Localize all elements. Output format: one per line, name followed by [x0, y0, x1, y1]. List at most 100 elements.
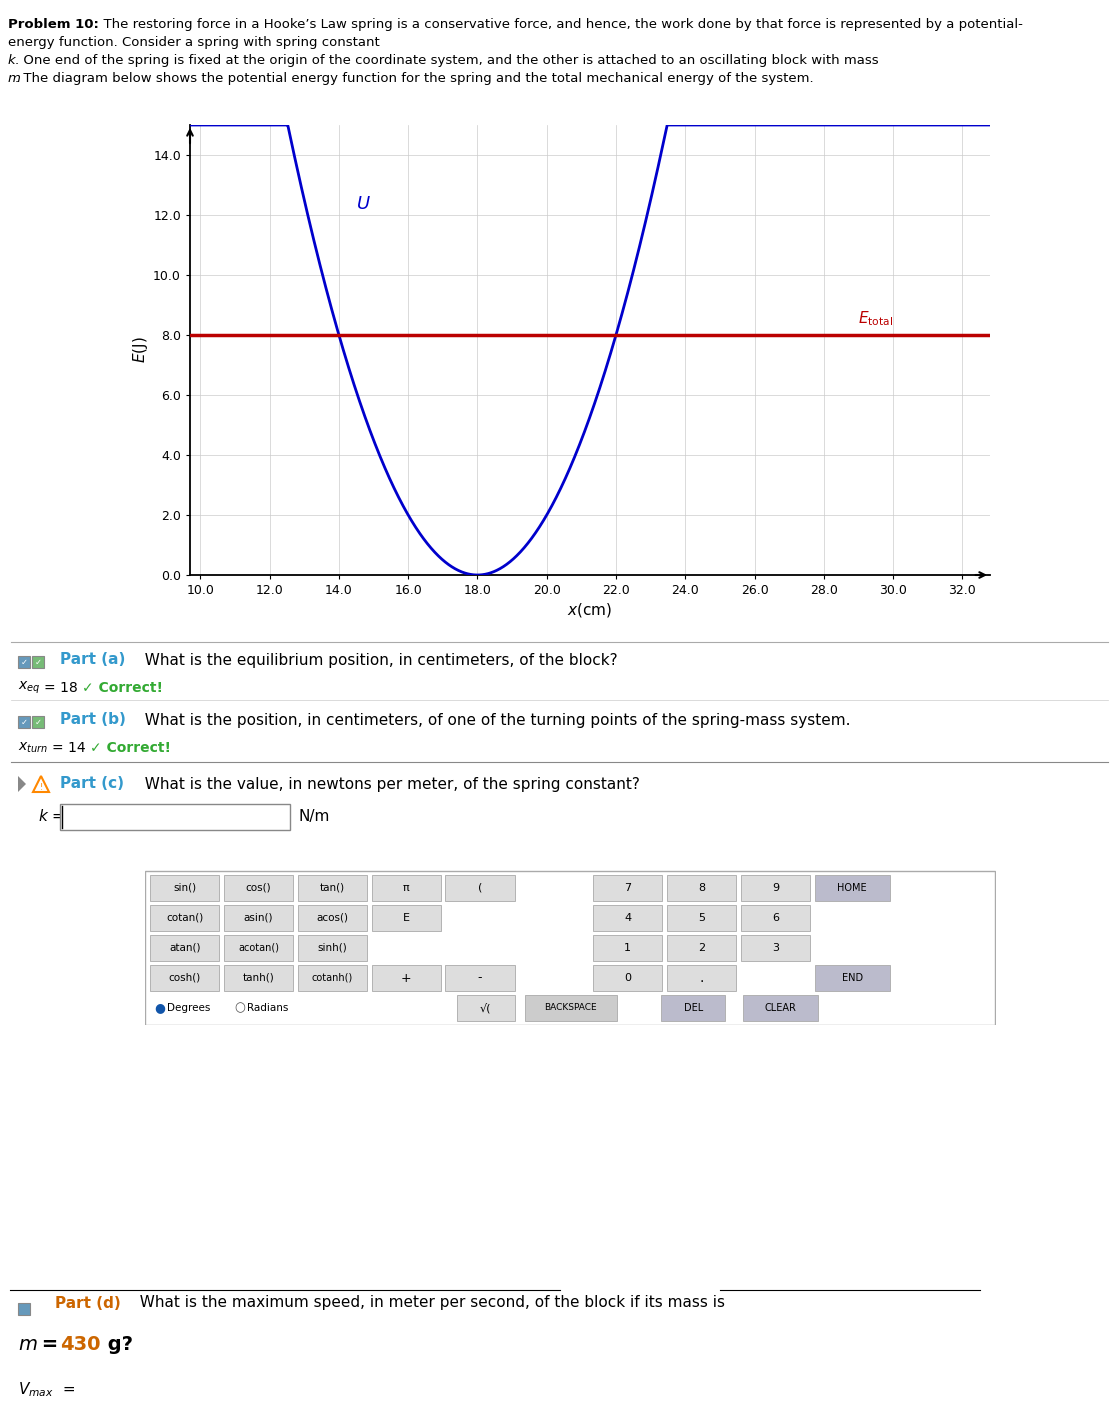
Text: $x_{turn}$: $x_{turn}$: [18, 740, 48, 755]
Text: sinh(): sinh(): [318, 943, 347, 953]
Text: $m$: $m$: [18, 1336, 38, 1354]
Text: 5: 5: [698, 913, 705, 923]
Text: 2: 2: [698, 943, 705, 953]
Text: ✓ Correct!: ✓ Correct!: [90, 740, 171, 755]
Text: = 14: = 14: [51, 740, 86, 755]
Text: ✓: ✓: [35, 658, 41, 666]
FancyBboxPatch shape: [18, 656, 30, 668]
Text: 7: 7: [624, 883, 631, 893]
Text: The restoring force in a Hooke’s Law spring is a conservative force, and hence, : The restoring force in a Hooke’s Law spr…: [95, 19, 1023, 31]
FancyBboxPatch shape: [224, 965, 293, 991]
Text: sin(): sin(): [173, 883, 196, 893]
FancyBboxPatch shape: [667, 965, 736, 991]
Text: What is the value, in newtons per meter, of the spring constant?: What is the value, in newtons per meter,…: [135, 776, 640, 792]
FancyBboxPatch shape: [525, 995, 617, 1021]
Text: $x_{eq}$: $x_{eq}$: [18, 679, 40, 696]
Text: CLEAR: CLEAR: [764, 1002, 797, 1012]
FancyBboxPatch shape: [661, 995, 725, 1021]
FancyBboxPatch shape: [150, 936, 219, 961]
FancyBboxPatch shape: [372, 906, 441, 931]
Text: END: END: [841, 973, 863, 983]
Text: cos(): cos(): [246, 883, 271, 893]
FancyBboxPatch shape: [298, 936, 367, 961]
Text: ✓: ✓: [20, 658, 28, 666]
FancyBboxPatch shape: [667, 874, 736, 901]
Text: $U$: $U$: [356, 195, 372, 214]
Text: π: π: [403, 883, 410, 893]
Text: +: +: [401, 971, 412, 984]
Text: ●: ●: [154, 1001, 166, 1014]
Text: $V_{max}$: $V_{max}$: [18, 1381, 54, 1400]
FancyBboxPatch shape: [445, 965, 515, 991]
Text: !: !: [39, 783, 43, 793]
Text: 0: 0: [624, 973, 631, 983]
FancyBboxPatch shape: [298, 874, 367, 901]
Y-axis label: $E$(J): $E$(J): [131, 336, 150, 363]
Text: =: =: [35, 1336, 65, 1354]
Text: Radians: Radians: [247, 1002, 289, 1012]
FancyBboxPatch shape: [815, 874, 890, 901]
Text: Part (a): Part (a): [60, 652, 125, 668]
X-axis label: $x$(cm): $x$(cm): [567, 601, 612, 619]
FancyBboxPatch shape: [741, 906, 810, 931]
FancyBboxPatch shape: [372, 965, 441, 991]
Text: acos(): acos(): [317, 913, 348, 923]
Text: $k$ =: $k$ =: [38, 807, 65, 824]
FancyBboxPatch shape: [224, 874, 293, 901]
Text: (: (: [478, 883, 482, 893]
Text: ✓: ✓: [35, 718, 41, 726]
Text: tanh(): tanh(): [243, 973, 274, 983]
Text: What is the equilibrium position, in centimeters, of the block?: What is the equilibrium position, in cen…: [135, 652, 618, 668]
Text: Part (c): Part (c): [60, 776, 124, 792]
Text: E: E: [403, 913, 410, 923]
FancyBboxPatch shape: [593, 936, 662, 961]
FancyBboxPatch shape: [298, 906, 367, 931]
FancyBboxPatch shape: [457, 995, 515, 1021]
Text: cotanh(): cotanh(): [312, 973, 352, 983]
FancyBboxPatch shape: [593, 906, 662, 931]
Text: 430: 430: [60, 1336, 101, 1354]
FancyBboxPatch shape: [224, 936, 293, 961]
Text: $E_\mathrm{total}$: $E_\mathrm{total}$: [858, 309, 893, 328]
Text: What is the position, in centimeters, of one of the turning points of the spring: What is the position, in centimeters, of…: [135, 712, 850, 728]
FancyBboxPatch shape: [593, 965, 662, 991]
Text: cotan(): cotan(): [166, 913, 204, 923]
Text: cosh(): cosh(): [169, 973, 200, 983]
Text: . One end of the spring is fixed at the origin of the coordinate system, and the: . One end of the spring is fixed at the …: [15, 54, 878, 67]
FancyBboxPatch shape: [741, 874, 810, 901]
Text: energy function. Consider a spring with spring constant: energy function. Consider a spring with …: [8, 36, 379, 48]
Text: atan(): atan(): [169, 943, 200, 953]
Text: DEL: DEL: [684, 1002, 703, 1012]
Text: .: .: [699, 971, 704, 985]
Text: Part (b): Part (b): [60, 712, 125, 728]
FancyBboxPatch shape: [743, 995, 818, 1021]
FancyBboxPatch shape: [372, 874, 441, 901]
Text: HOME: HOME: [837, 883, 867, 893]
Text: N/m: N/m: [298, 809, 329, 823]
FancyBboxPatch shape: [224, 906, 293, 931]
Text: 9: 9: [772, 883, 779, 893]
FancyBboxPatch shape: [150, 965, 219, 991]
Text: BACKSPACE: BACKSPACE: [544, 1004, 598, 1012]
FancyBboxPatch shape: [741, 936, 810, 961]
Text: = 18: = 18: [44, 681, 77, 695]
FancyBboxPatch shape: [145, 871, 995, 1025]
Text: ✓: ✓: [20, 718, 28, 726]
Text: asin(): asin(): [244, 913, 273, 923]
FancyBboxPatch shape: [60, 805, 290, 830]
Text: 8: 8: [698, 883, 705, 893]
Text: acotan(): acotan(): [238, 943, 279, 953]
FancyBboxPatch shape: [150, 906, 219, 931]
FancyBboxPatch shape: [298, 965, 367, 991]
FancyBboxPatch shape: [815, 965, 890, 991]
FancyBboxPatch shape: [150, 874, 219, 901]
FancyBboxPatch shape: [667, 936, 736, 961]
FancyBboxPatch shape: [32, 716, 44, 728]
FancyBboxPatch shape: [593, 874, 662, 901]
Text: 1: 1: [624, 943, 631, 953]
Text: 4: 4: [624, 913, 631, 923]
Text: ○: ○: [234, 1001, 245, 1014]
FancyBboxPatch shape: [32, 656, 44, 668]
Text: 3: 3: [772, 943, 779, 953]
FancyBboxPatch shape: [667, 906, 736, 931]
